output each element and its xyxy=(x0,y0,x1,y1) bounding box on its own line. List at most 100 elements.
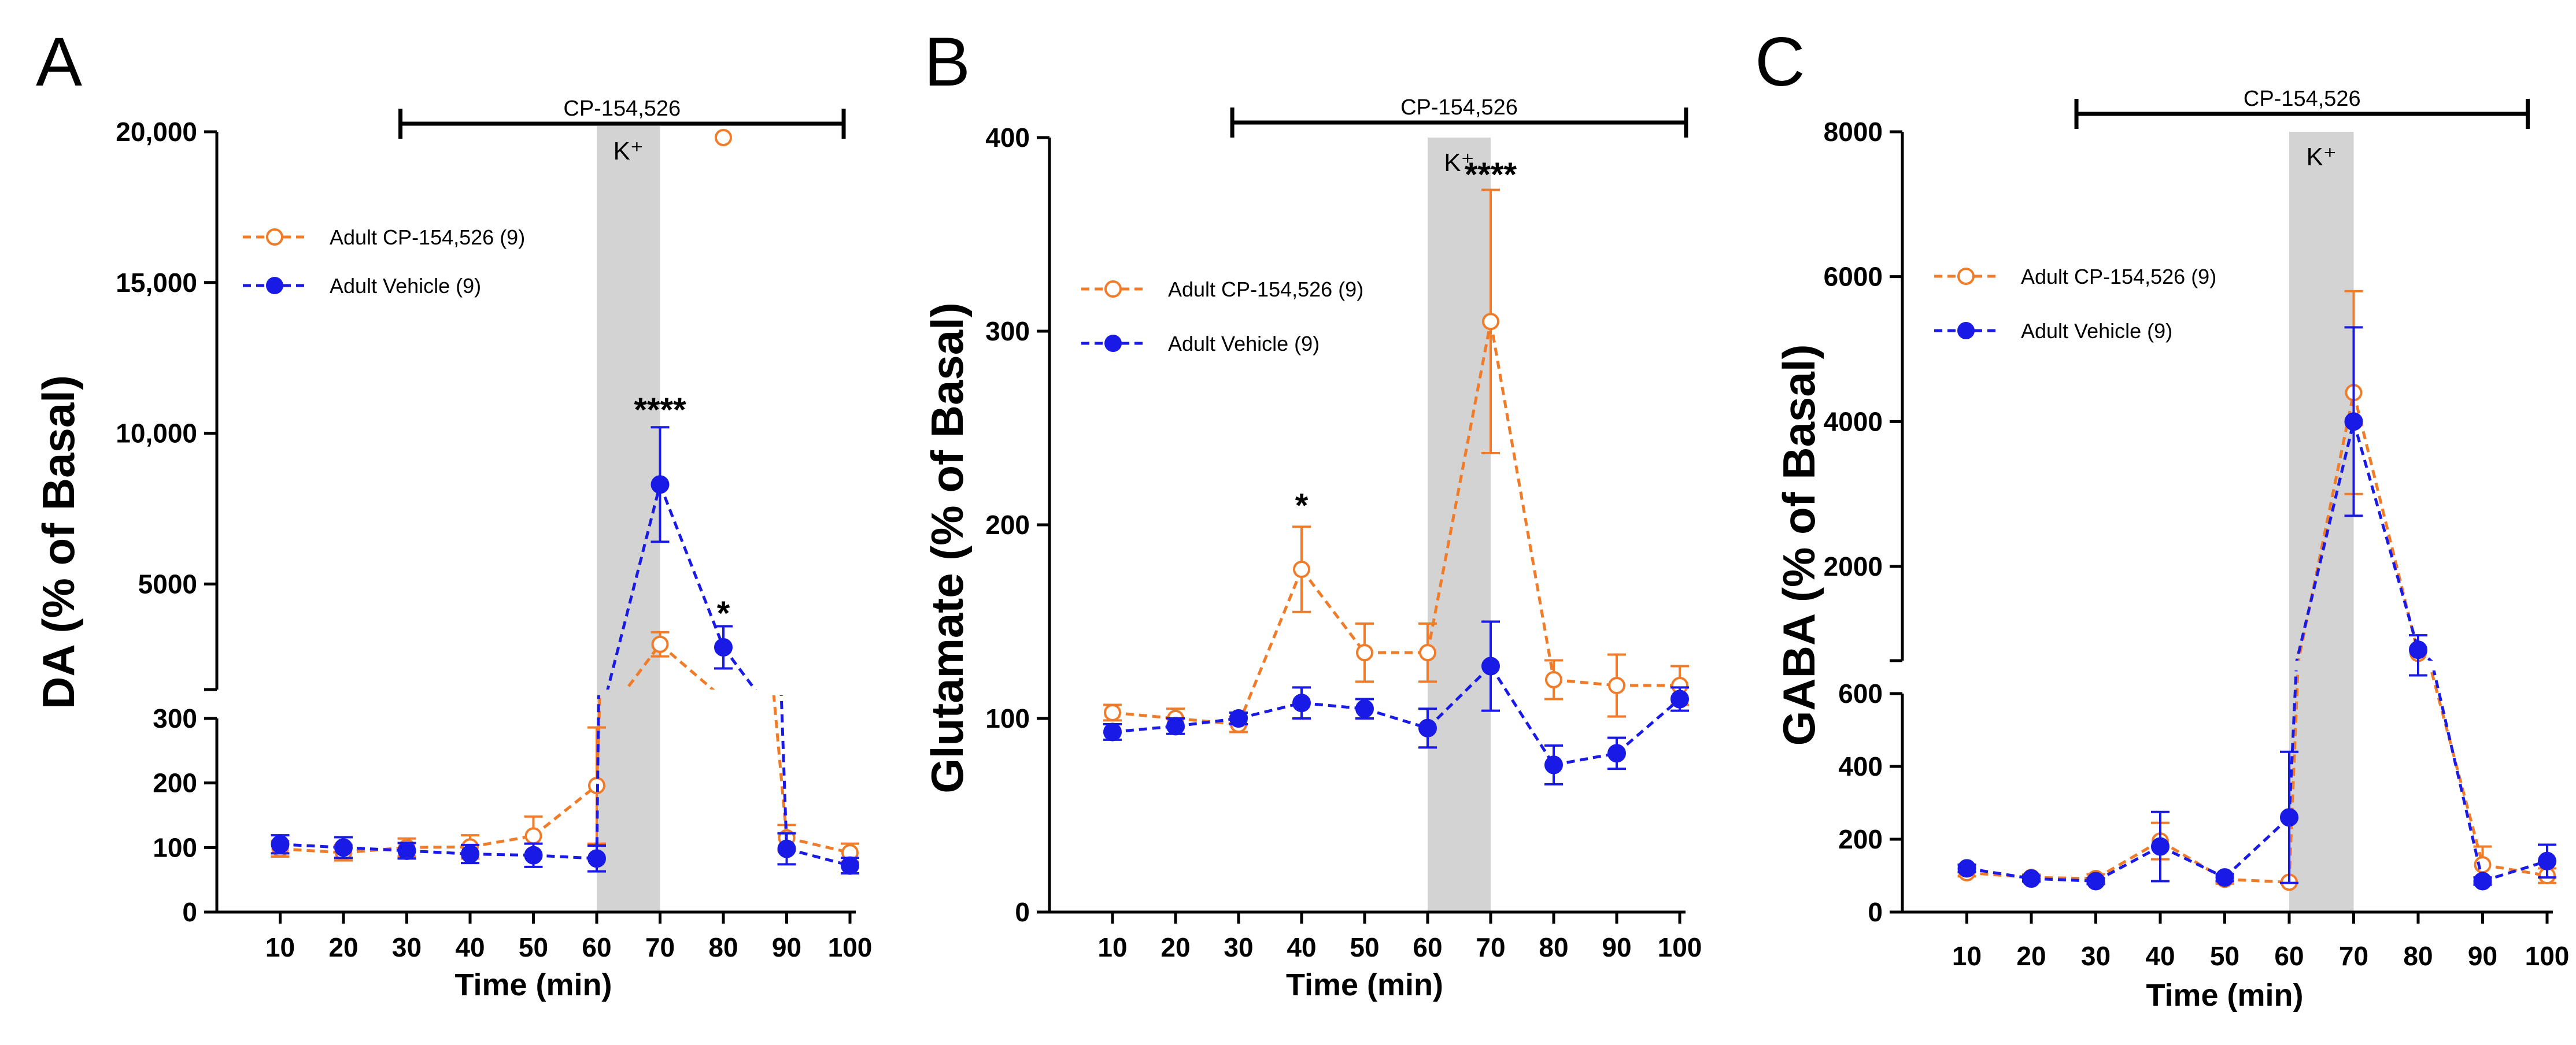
series-line xyxy=(2160,698,2225,705)
series-line xyxy=(406,849,471,855)
data-point xyxy=(1957,859,1976,878)
data-point xyxy=(2473,872,2492,891)
y-tick-label: 4000 xyxy=(1824,406,1883,436)
x-tick-label: 80 xyxy=(708,932,738,962)
legend-item: Adult CP-154,526 (9) xyxy=(1934,265,2216,288)
x-tick-label: 50 xyxy=(519,932,548,962)
legend-item: Adult Vehicle (9) xyxy=(1934,319,2172,343)
data-point xyxy=(1544,755,1563,775)
panel-letter: B xyxy=(924,23,970,101)
series-line xyxy=(470,853,534,857)
y-tick-label: 10,000 xyxy=(116,418,197,449)
series-line xyxy=(2295,421,2355,661)
data-point xyxy=(1482,313,1499,331)
legend-marker xyxy=(266,277,283,294)
y-tick-label: 300 xyxy=(985,316,1030,346)
stimulation-label: K⁺ xyxy=(2306,143,2337,171)
data-point xyxy=(1418,718,1437,738)
series-line xyxy=(533,854,597,860)
series-line xyxy=(2223,816,2290,879)
x-tick-label: 70 xyxy=(1476,932,1505,962)
series-line-segment xyxy=(1967,392,2548,705)
series-line xyxy=(659,643,715,690)
series-cp xyxy=(1103,188,1689,733)
treatment-label: CP-154,526 xyxy=(2244,87,2361,111)
legend-label: Adult Vehicle (9) xyxy=(330,274,481,298)
y-axis: 0 200 400 600 2000 4000 6000 8000 xyxy=(1824,117,1904,927)
treatment-bracket: CP-154,526 xyxy=(2074,87,2530,129)
series-line xyxy=(1967,703,2032,705)
series-line xyxy=(2352,421,2420,650)
legend-label: Adult Vehicle (9) xyxy=(1168,332,1320,355)
x-tick-label: 20 xyxy=(328,932,358,962)
series-line xyxy=(2095,839,2161,880)
panel-A: A K⁺ CP-154,526 0 100 200 300 5000 10,000 15,000 2… xyxy=(33,23,872,1002)
series-line xyxy=(1489,665,1555,766)
data-point xyxy=(334,838,353,857)
legend-label: Adult CP-154,526 (9) xyxy=(1168,277,1363,301)
legend-item: Adult CP-154,526 (9) xyxy=(1081,277,1363,301)
data-point xyxy=(1607,744,1626,763)
y-tick-label: 300 xyxy=(153,703,197,733)
legend-label: Adult CP-154,526 (9) xyxy=(330,225,525,249)
series-line xyxy=(1237,569,1303,725)
data-point xyxy=(777,839,796,858)
data-point xyxy=(1355,699,1374,718)
x-tick-label: 70 xyxy=(645,932,675,962)
series-line xyxy=(2096,698,2161,705)
x-tick-label: 30 xyxy=(2081,941,2111,971)
x-tick-label: 50 xyxy=(1350,932,1379,962)
data-point xyxy=(1356,644,1373,662)
y-tick-label: 0 xyxy=(1868,897,1883,927)
y-tick-label: 8000 xyxy=(1824,117,1883,147)
x-tick-label: 30 xyxy=(1224,932,1253,962)
x-tick-label: 20 xyxy=(2016,941,2046,971)
y-axis-title: Glutamate (% of Basal) xyxy=(922,302,973,794)
series-line xyxy=(787,731,851,732)
series-line xyxy=(1489,321,1555,680)
significance-marker: * xyxy=(717,595,730,632)
series-line xyxy=(1553,678,1617,687)
x-tick-label: 10 xyxy=(1952,941,1982,971)
y-tick-label: 200 xyxy=(985,510,1030,540)
series-line xyxy=(470,834,534,848)
y-tick-label: 100 xyxy=(153,832,197,862)
series-line xyxy=(1967,703,2032,705)
series-line xyxy=(2354,0,2419,603)
x-tick-label: 80 xyxy=(1539,932,1568,962)
series-line xyxy=(2483,702,2548,704)
data-point xyxy=(1292,694,1311,713)
x-tick-label: 10 xyxy=(265,932,295,962)
x-tick-label: 80 xyxy=(2403,941,2433,971)
legend-marker xyxy=(1957,268,1975,285)
data-point xyxy=(2215,868,2234,887)
panel-B: B K⁺ CP-154,526 0 100 200 300 400 Glutamate (% o… xyxy=(922,23,1702,1002)
x-tick-label: 40 xyxy=(1287,932,1316,962)
data-point xyxy=(2151,837,2170,856)
series-line-segment xyxy=(1967,670,2548,884)
x-tick-label: 20 xyxy=(1161,932,1190,962)
x-tick-label: 60 xyxy=(1413,932,1442,962)
series-line xyxy=(2482,859,2548,883)
series-line xyxy=(2224,877,2290,884)
y-tick-label: 0 xyxy=(182,897,197,927)
series-line xyxy=(1112,711,1176,720)
legend: Adult CP-154,526 (9) Adult Vehicle (9) xyxy=(1934,265,2216,343)
y-axis: 0 100 200 300 5000 10,000 15,000 20,000 xyxy=(116,117,219,927)
data-point xyxy=(271,835,290,854)
series-line-segment xyxy=(280,695,851,854)
x-tick-label: 90 xyxy=(1602,932,1631,962)
series-line xyxy=(722,646,757,690)
series-line xyxy=(1967,866,2032,880)
x-axis-title: Time (min) xyxy=(2146,978,2303,1013)
series-line xyxy=(1426,321,1492,653)
series-line xyxy=(2430,670,2484,865)
series-line xyxy=(343,846,407,853)
series-line xyxy=(470,731,534,732)
data-point xyxy=(1166,717,1185,736)
x-tick-label: 60 xyxy=(2274,941,2304,971)
data-point xyxy=(1293,561,1310,579)
significance-marker: **** xyxy=(634,391,686,429)
x-tick-label: 50 xyxy=(2210,941,2239,971)
x-tick-label: 90 xyxy=(772,932,801,962)
